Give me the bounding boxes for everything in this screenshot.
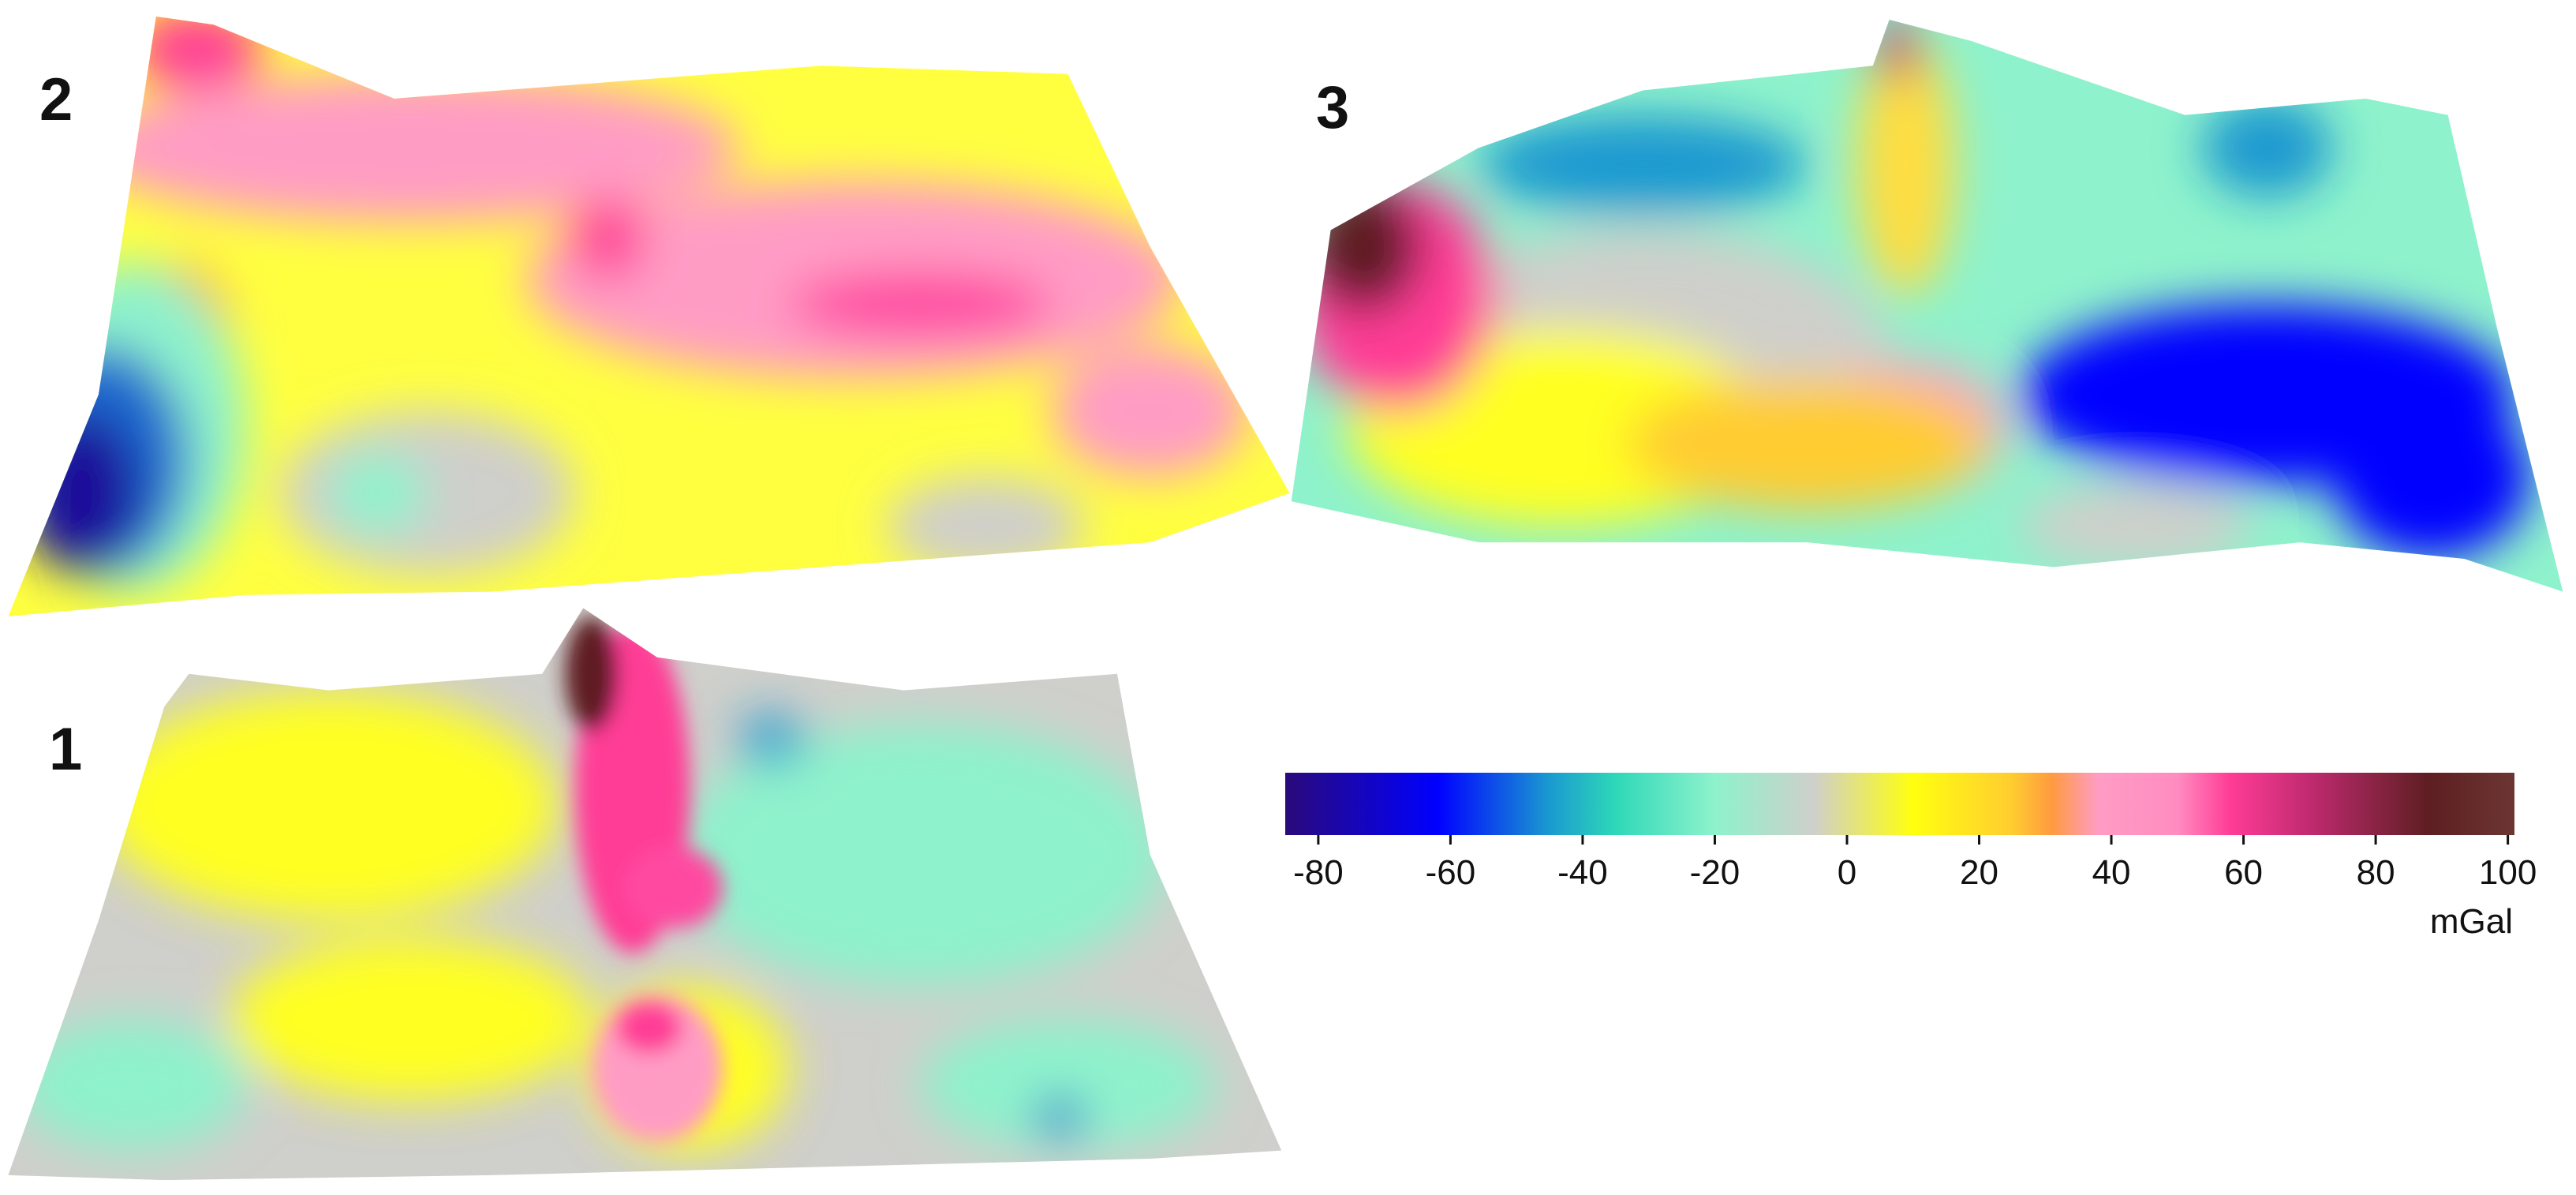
surface-3	[1291, 19, 2563, 592]
surface-1	[8, 608, 1282, 1181]
tick-label: 20	[1960, 853, 1998, 892]
tick-label: 60	[2224, 853, 2263, 892]
tick-label: 100	[2479, 853, 2537, 892]
tick-label: -60	[1426, 853, 1476, 892]
surface-2	[8, 16, 1290, 616]
tick-label: 80	[2357, 853, 2395, 892]
panel-label: 2	[39, 66, 73, 133]
tick-label: 0	[1838, 853, 1856, 892]
unit-label: mGal	[2430, 902, 2513, 941]
tick-label: -80	[1293, 853, 1344, 892]
panel-label: 3	[1316, 74, 1349, 141]
tick-label: -20	[1690, 853, 1740, 892]
colorbar-rect	[1285, 773, 2514, 835]
panel-label: 1	[49, 716, 82, 783]
panel-labels: 2 3 1	[39, 66, 1349, 783]
tick-label: 40	[2092, 853, 2131, 892]
colorbar: -80 -60 -40 -20 0 20 40 60 80 100 mGal	[1285, 773, 2537, 941]
tick-label: -40	[1557, 853, 1608, 892]
